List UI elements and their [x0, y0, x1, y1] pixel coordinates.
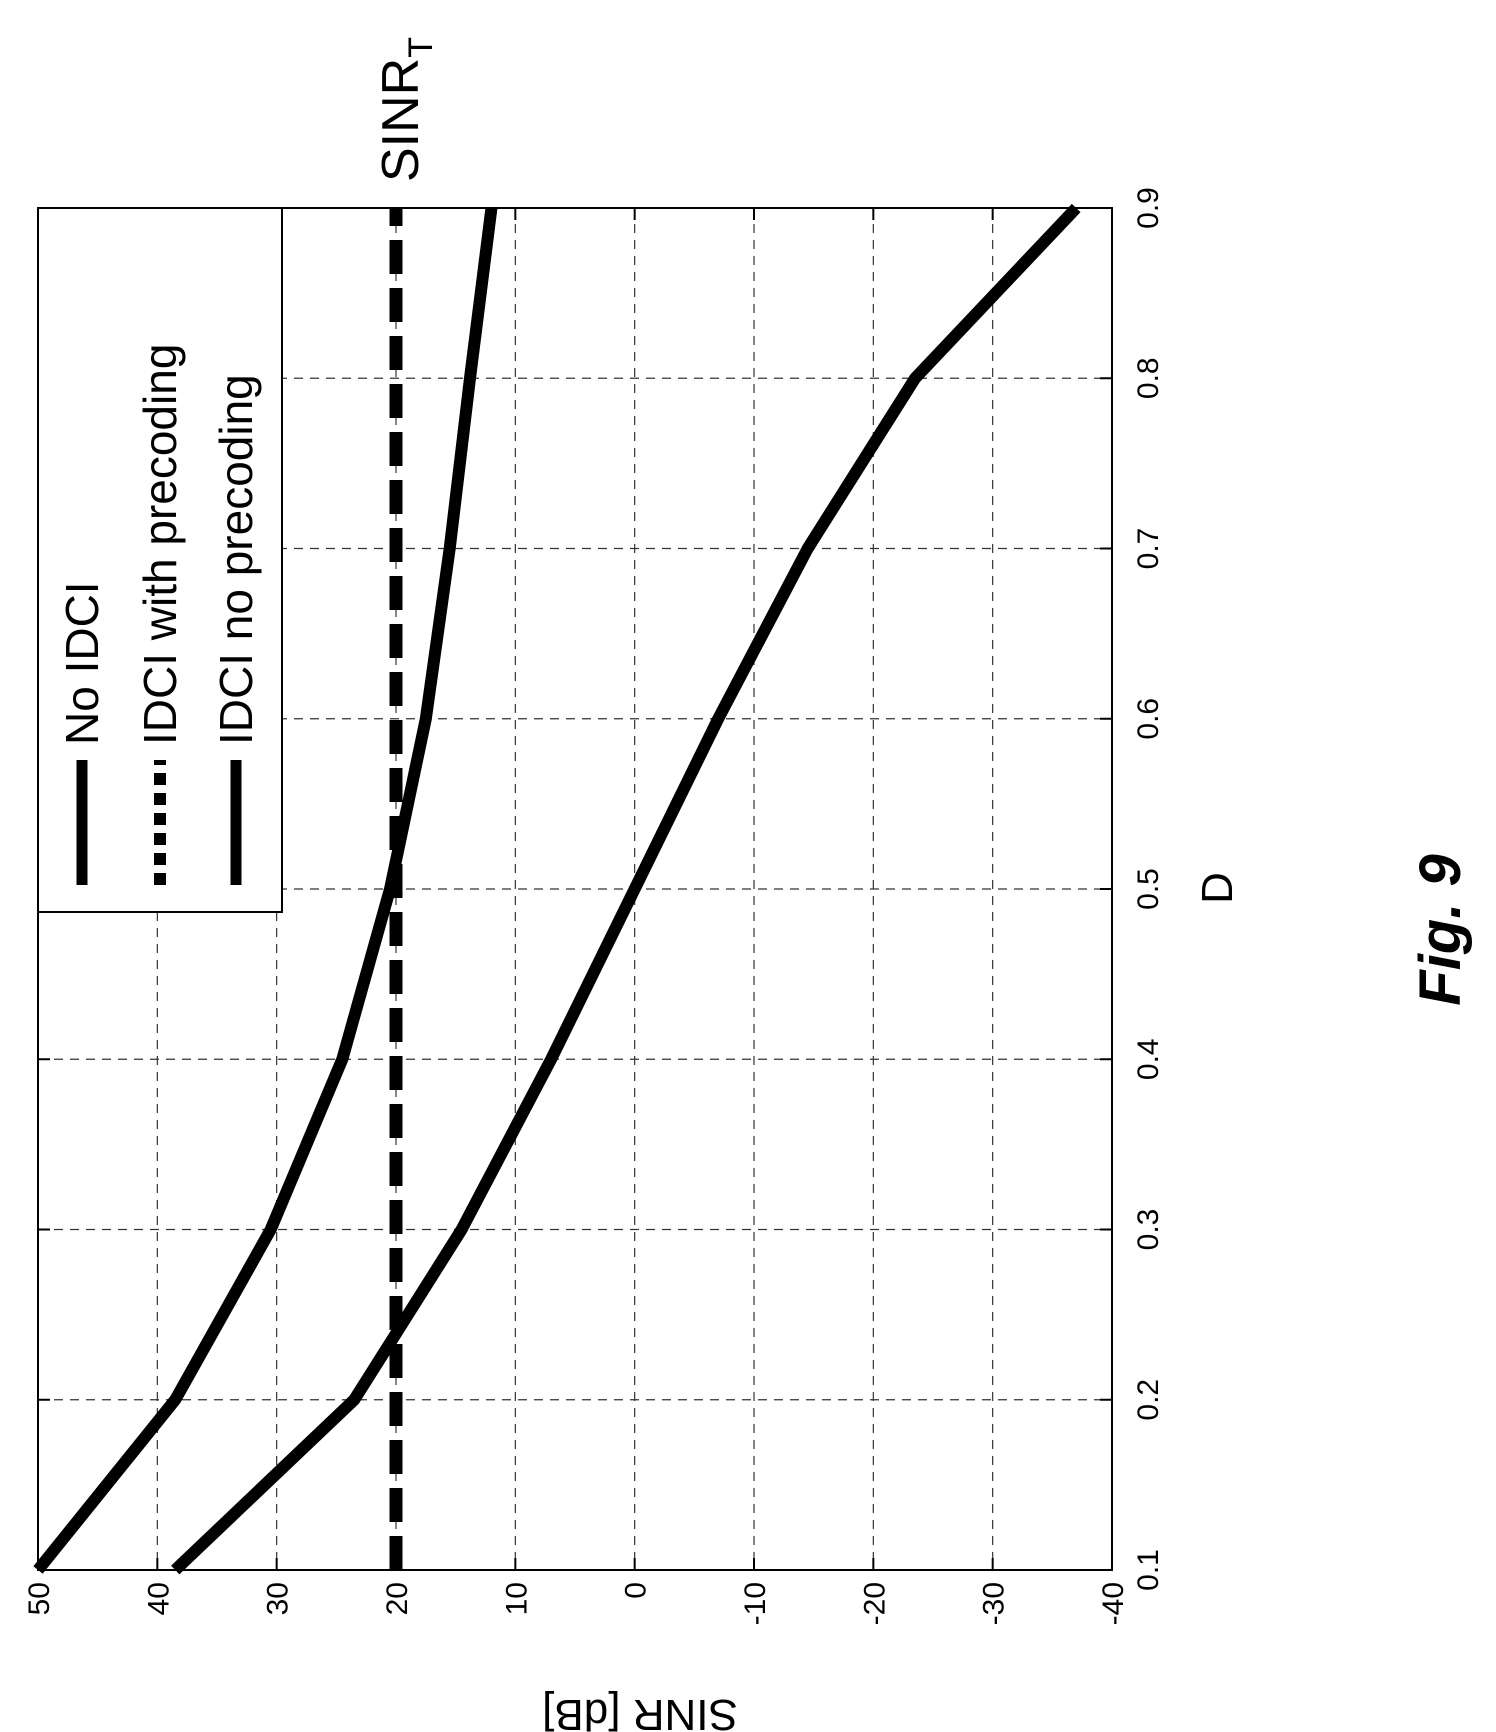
x-tick-label: 0.2	[1132, 1379, 1165, 1421]
y-tick-label: -20	[858, 1582, 891, 1625]
y-tick-label: -10	[739, 1582, 772, 1625]
threshold-annotation: SINRT	[372, 37, 440, 182]
y-tick-label: 30	[262, 1582, 295, 1615]
y-tick-label: -30	[978, 1582, 1011, 1625]
x-tick-label: 0.7	[1132, 528, 1165, 570]
y-tick-label: 40	[142, 1582, 175, 1615]
x-tick-label: 0.6	[1132, 698, 1165, 740]
legend: No IDCI IDCI with precoding IDCI no precod…	[38, 208, 282, 912]
y-tick-label: 20	[381, 1582, 414, 1615]
figure-caption: Fig. 9	[1408, 854, 1473, 1005]
legend-label-2: IDCI with precoding	[134, 344, 186, 745]
y-axis-label: SINR [dB]	[542, 1690, 738, 1732]
x-axis-label: D	[1193, 872, 1242, 904]
y-tick-label: -40	[1097, 1582, 1130, 1625]
x-tick-label: 0.9	[1132, 187, 1165, 229]
x-tick-label: 0.3	[1132, 1209, 1165, 1251]
y-tick-label: 0	[620, 1582, 653, 1599]
x-tick-label: 0.4	[1132, 1038, 1165, 1080]
threshold-annotation-main: SINR	[372, 58, 430, 182]
legend-label-3: IDCI no precoding	[210, 374, 262, 745]
x-tick-label: 0.8	[1132, 357, 1165, 399]
threshold-annotation-subscript: T	[402, 37, 440, 58]
x-tick-label: 0.5	[1132, 868, 1165, 910]
legend-label-1: No IDCI	[56, 581, 108, 745]
y-tick-label: 50	[23, 1582, 56, 1615]
y-tick-label: 10	[500, 1582, 533, 1615]
x-tick-label: 0.1	[1132, 1549, 1165, 1591]
